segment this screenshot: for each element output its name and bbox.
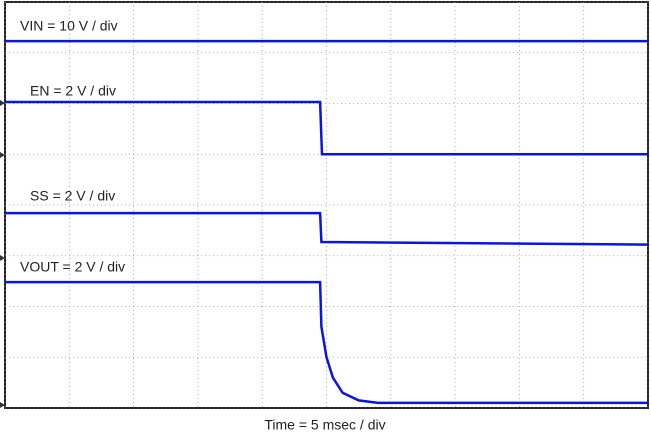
trace [5,280,648,405]
channel-marker [0,402,5,408]
trace-label: SS = 2 V / div [30,188,115,204]
x-axis-label: Time = 5 msec / div [264,417,385,433]
trace [5,100,648,156]
trace-label: VOUT = 2 V / div [20,259,125,275]
channel-marker [0,152,5,158]
trace-label: VIN = 10 V / div [20,18,118,34]
trace-label: EN = 2 V / div [30,83,116,99]
trace [5,211,649,246]
channel-marker [0,100,5,106]
channel-markers [0,100,5,408]
channel-marker [0,255,5,261]
